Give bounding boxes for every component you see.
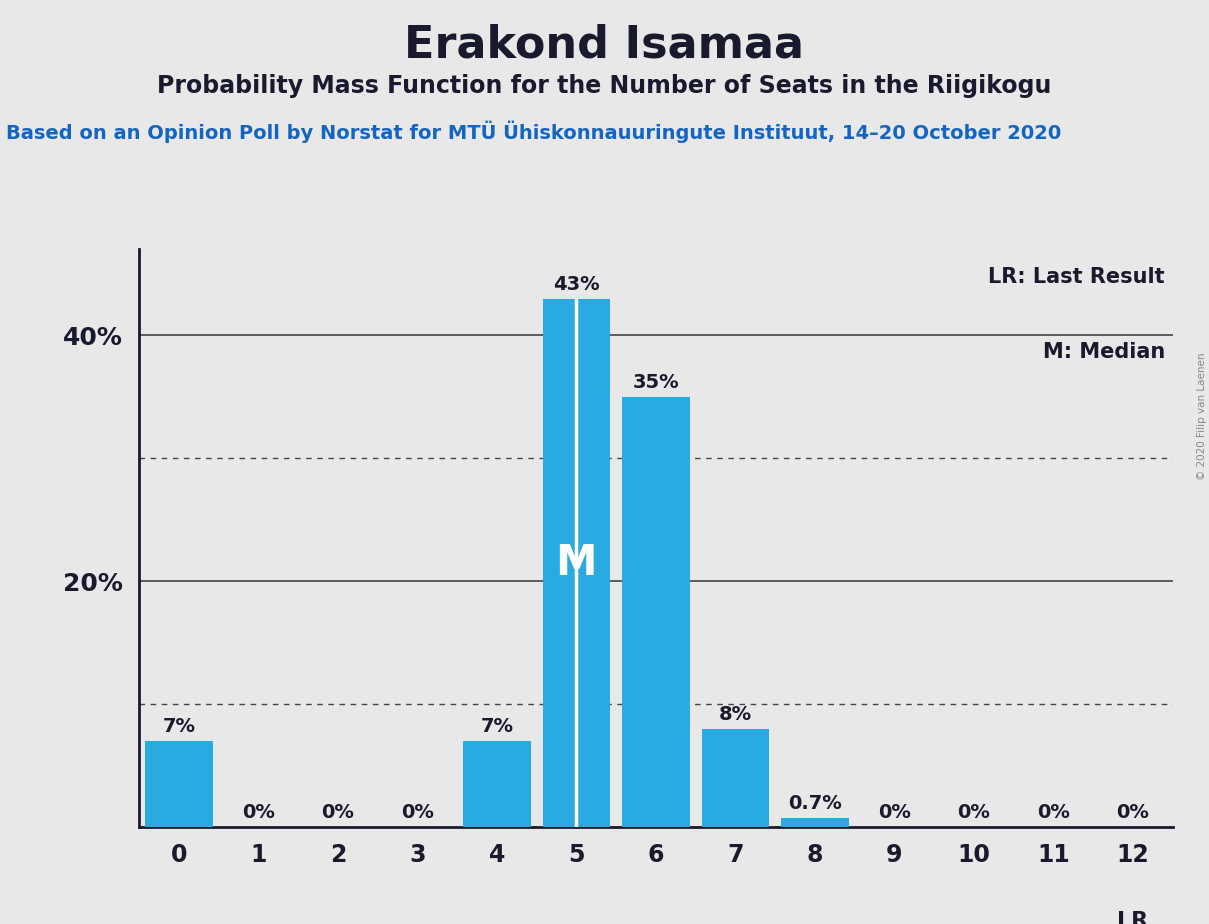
Text: 0.7%: 0.7%	[788, 795, 841, 813]
Text: 0%: 0%	[322, 803, 354, 822]
Text: 7%: 7%	[480, 717, 514, 736]
Text: 43%: 43%	[553, 274, 600, 294]
Text: 0%: 0%	[1117, 803, 1150, 822]
Text: Probability Mass Function for the Number of Seats in the Riigikogu: Probability Mass Function for the Number…	[157, 74, 1052, 98]
Text: 35%: 35%	[632, 373, 679, 392]
Text: M: Median: M: Median	[1042, 342, 1164, 362]
Bar	[781, 819, 849, 827]
Text: M: M	[556, 541, 597, 584]
Text: 7%: 7%	[162, 717, 196, 736]
Text: © 2020 Filip van Laenen: © 2020 Filip van Laenen	[1197, 352, 1207, 480]
Bar	[623, 397, 689, 827]
Bar	[463, 741, 531, 827]
Text: 8%: 8%	[719, 705, 752, 723]
Text: 0%: 0%	[1037, 803, 1070, 822]
Text: 0%: 0%	[242, 803, 274, 822]
Bar	[701, 729, 769, 827]
Text: Based on an Opinion Poll by Norstat for MTÜ Ühiskonnauuringute Instituut, 14–20 : Based on an Opinion Poll by Norstat for …	[6, 120, 1062, 142]
Text: 0%: 0%	[401, 803, 434, 822]
Text: Erakond Isamaa: Erakond Isamaa	[405, 23, 804, 67]
Text: 0%: 0%	[878, 803, 910, 822]
Text: LR: Last Result: LR: Last Result	[988, 267, 1164, 286]
Bar	[543, 298, 611, 827]
Text: LR: LR	[1117, 910, 1149, 924]
Bar	[145, 741, 213, 827]
Text: 0%: 0%	[958, 803, 990, 822]
